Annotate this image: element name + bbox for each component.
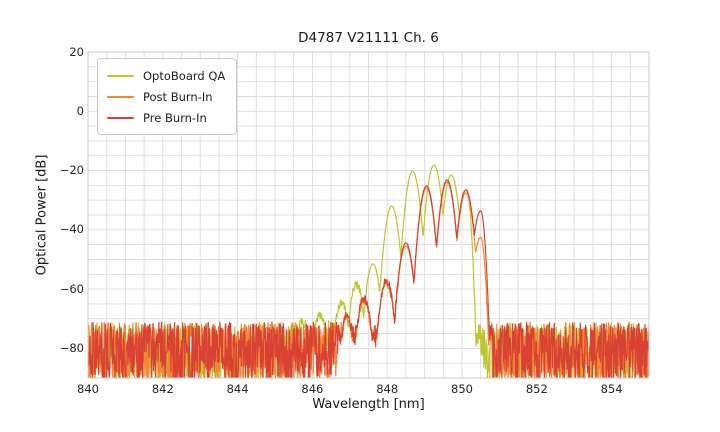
legend-entry-label: Pre Burn-In xyxy=(143,110,207,125)
x-tick-label: 840 xyxy=(77,382,99,396)
legend-entry: Pre Burn-In xyxy=(107,107,225,128)
y-tick-label: −60 xyxy=(59,281,84,296)
legend-line-sample xyxy=(107,74,134,77)
axes-border xyxy=(87,51,650,379)
x-tick-label: 844 xyxy=(226,382,249,396)
legend-entry-label: OptoBoard QA xyxy=(143,68,226,83)
y-tick-label: 20 xyxy=(69,44,84,59)
y-tick-label: −40 xyxy=(59,222,84,237)
legend: OptoBoard QA Post Burn-In Pre Burn-In xyxy=(97,58,238,135)
series-lines xyxy=(88,164,649,378)
legend-entry: OptoBoard QA xyxy=(107,65,225,86)
y-tick-label: −80 xyxy=(59,340,84,355)
y-tick-label: 0 xyxy=(76,103,84,118)
x-tick-label: 848 xyxy=(376,382,399,396)
x-tick-label: 846 xyxy=(301,382,324,396)
legend-entry-label: Post Burn-In xyxy=(143,89,213,104)
legend-entry: Post Burn-In xyxy=(107,86,225,107)
x-tick-label: 850 xyxy=(451,382,473,396)
legend-line-sample xyxy=(107,116,134,119)
x-tick-label: 852 xyxy=(525,382,548,396)
x-tick-label: 854 xyxy=(600,382,623,396)
x-tick-label: 842 xyxy=(151,382,174,396)
y-tick-label: −20 xyxy=(59,163,84,178)
legend-line-sample xyxy=(107,95,134,98)
series-line-pre-burn-in xyxy=(88,179,649,378)
chart-title: D4787 V21111 Ch. 6 xyxy=(298,30,439,46)
x-axis-label: Wavelength [nm] xyxy=(312,397,425,412)
